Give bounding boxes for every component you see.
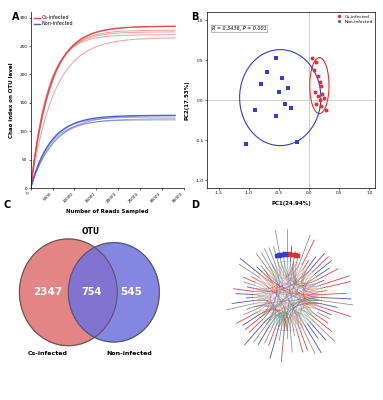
Point — [282, 101, 288, 107]
Bar — [288, 252, 291, 256]
Y-axis label: PC2(17.53%): PC2(17.53%) — [185, 80, 190, 120]
Non-infected — [169, 113, 174, 118]
Non-infected — [173, 113, 177, 118]
Point — [319, 90, 326, 97]
Point — [313, 58, 319, 65]
Point — [294, 138, 300, 145]
Non-infected — [114, 114, 119, 119]
Cs-infected — [169, 24, 174, 29]
Cs-infected — [106, 27, 111, 32]
Point — [313, 101, 319, 107]
Point — [273, 113, 279, 119]
Circle shape — [68, 243, 159, 342]
Bar — [283, 252, 287, 256]
Point — [321, 95, 327, 102]
Point — [285, 85, 291, 91]
Text: B: B — [192, 12, 199, 22]
Cs-infected — [114, 26, 119, 31]
Cs-infected — [147, 24, 151, 29]
Non-infected — [28, 186, 33, 190]
Point — [317, 97, 323, 103]
Legend: Cs-infected, Non-infected: Cs-infected, Non-infected — [33, 14, 74, 27]
Bar — [279, 253, 283, 256]
Point — [317, 79, 323, 86]
Point — [318, 82, 324, 89]
Text: 754: 754 — [81, 287, 101, 297]
Bar — [281, 252, 285, 256]
Non-infected — [106, 114, 111, 119]
Point — [323, 106, 329, 113]
Bar — [294, 253, 297, 257]
Point — [279, 74, 285, 81]
Legend: Cs-infected, Non-infected: Cs-infected, Non-infected — [334, 14, 373, 24]
Point — [315, 73, 321, 79]
Bar — [275, 254, 279, 257]
Point — [243, 141, 249, 147]
Text: C: C — [4, 200, 11, 210]
Point — [276, 89, 282, 95]
Text: OTU: OTU — [82, 227, 100, 236]
Non-infected — [97, 115, 101, 120]
Cs-infected — [98, 29, 102, 34]
Bar — [277, 253, 281, 257]
Text: Cs-infected: Cs-infected — [28, 350, 68, 356]
Point — [273, 55, 279, 62]
Point — [264, 69, 270, 75]
Cs-infected — [28, 186, 33, 190]
Circle shape — [252, 261, 322, 331]
Text: D: D — [192, 200, 200, 210]
Point — [252, 106, 258, 113]
Text: 2347: 2347 — [33, 287, 63, 297]
Line: Non-infected: Non-infected — [31, 115, 175, 188]
Point — [309, 55, 315, 62]
X-axis label: Number of Reads Sampled: Number of Reads Sampled — [66, 209, 149, 214]
Text: A: A — [11, 12, 19, 22]
X-axis label: PC1(24.94%): PC1(24.94%) — [271, 201, 311, 206]
Non-infected — [147, 113, 151, 118]
Circle shape — [20, 239, 117, 346]
Cs-infected — [97, 29, 101, 34]
Bar — [290, 252, 293, 256]
Point — [258, 81, 264, 87]
Text: Non-infected: Non-infected — [106, 350, 152, 356]
Point — [315, 93, 321, 99]
Line: Cs-infected: Cs-infected — [31, 26, 175, 188]
Point — [311, 66, 317, 73]
Bar — [296, 254, 300, 257]
Bar — [292, 253, 295, 256]
Text: 545: 545 — [120, 287, 142, 297]
Point — [312, 89, 318, 95]
Cs-infected — [173, 24, 177, 29]
Point — [288, 105, 294, 111]
Y-axis label: Chao index on OTU level: Chao index on OTU level — [9, 62, 14, 138]
Non-infected — [98, 115, 102, 120]
Text: R = 0.3436, P = 0.001: R = 0.3436, P = 0.001 — [212, 26, 267, 31]
Point — [318, 103, 324, 110]
